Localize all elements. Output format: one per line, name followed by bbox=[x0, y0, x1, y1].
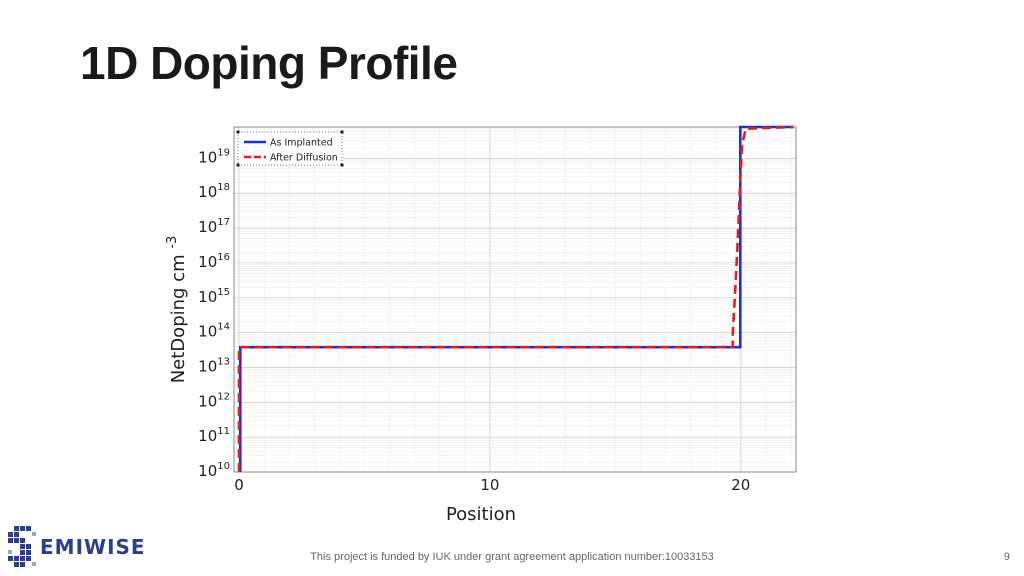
series-line-as-implanted bbox=[239, 125, 794, 472]
y-tick-label: 1011 bbox=[198, 426, 230, 445]
x-tick-label: 20 bbox=[731, 476, 750, 494]
y-tick-label: 1013 bbox=[198, 356, 230, 375]
semiwise-logo: EMIWISE bbox=[8, 522, 183, 572]
page-number: 9 bbox=[1003, 551, 1010, 563]
logo-s-mark-icon bbox=[8, 526, 36, 567]
x-axis-label: Position bbox=[446, 504, 516, 525]
x-tick-label: 0 bbox=[234, 476, 244, 494]
logo-text: EMIWISE bbox=[40, 535, 146, 559]
legend-box bbox=[237, 131, 343, 166]
plot-frame bbox=[233, 126, 797, 473]
footer-note: This project is funded by IUK under gran… bbox=[310, 551, 714, 563]
y-tick-label: 1012 bbox=[198, 391, 230, 410]
y-tick-label: 1019 bbox=[198, 147, 230, 166]
y-tick-label: 1017 bbox=[198, 217, 230, 236]
legend-label: After Diffusion bbox=[270, 153, 338, 164]
doping-chart: 1010 1011 1012 1013 1014 1015 1016 1017 1018 1019… bbox=[160, 118, 810, 538]
legend-corner-mark bbox=[236, 163, 240, 167]
legend-label: As Implanted bbox=[270, 138, 333, 149]
y-axis-label: NetDoping cm -3 bbox=[165, 236, 189, 384]
y-tick-label: 1014 bbox=[198, 322, 230, 341]
y-tick-label: 1016 bbox=[198, 252, 230, 271]
page-title: 1D Doping Profile bbox=[80, 37, 458, 89]
series-line-after-diffusion bbox=[237, 125, 794, 472]
legend-corner-mark bbox=[236, 130, 240, 134]
x-tick-label: 10 bbox=[480, 476, 499, 494]
y-tick-label: 1015 bbox=[198, 287, 230, 306]
legend-corner-mark bbox=[340, 130, 344, 134]
legend-corner-mark bbox=[340, 163, 344, 167]
y-tick-label: 1010 bbox=[198, 461, 230, 480]
chart-svg: 1010 1011 1012 1013 1014 1015 1016 1017 1018 1019… bbox=[165, 125, 797, 525]
y-tick-label: 1018 bbox=[198, 182, 230, 201]
